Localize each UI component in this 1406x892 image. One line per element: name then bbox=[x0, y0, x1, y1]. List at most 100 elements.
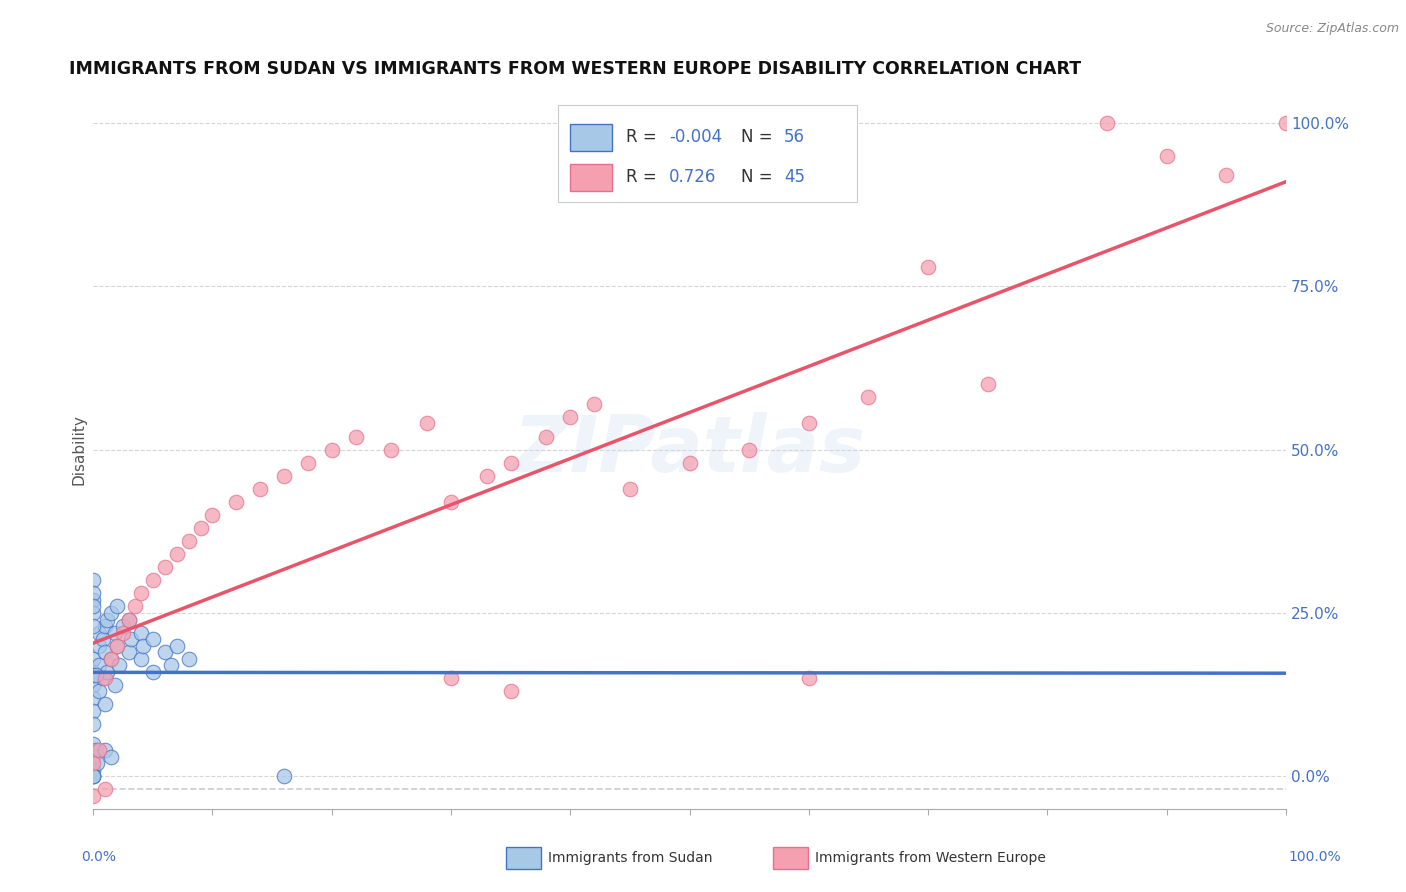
Point bbox=[82, 599, 104, 614]
Point bbox=[82, 619, 104, 633]
Text: R =: R = bbox=[626, 128, 657, 146]
Point bbox=[82, 574, 104, 588]
Point bbox=[94, 782, 117, 797]
Point bbox=[82, 763, 104, 777]
Point bbox=[344, 429, 367, 443]
Point bbox=[297, 456, 319, 470]
Point bbox=[82, 593, 104, 607]
Point bbox=[94, 698, 117, 712]
Point bbox=[82, 586, 104, 600]
Point bbox=[105, 599, 128, 614]
Point bbox=[94, 743, 117, 757]
Point bbox=[82, 606, 104, 620]
Point bbox=[583, 397, 606, 411]
Point bbox=[153, 560, 176, 574]
Text: Source: ZipAtlas.com: Source: ZipAtlas.com bbox=[1265, 22, 1399, 36]
Point bbox=[82, 678, 104, 692]
Point bbox=[797, 417, 820, 431]
Point bbox=[475, 468, 498, 483]
Point bbox=[225, 495, 247, 509]
Point bbox=[82, 665, 104, 679]
Point bbox=[797, 671, 820, 685]
Point bbox=[738, 442, 761, 457]
Point bbox=[678, 456, 700, 470]
Point bbox=[89, 684, 111, 698]
Point bbox=[82, 690, 104, 705]
Point bbox=[82, 789, 104, 803]
Point bbox=[94, 645, 117, 659]
Point bbox=[91, 671, 114, 685]
Bar bbox=[506, 847, 541, 869]
Point bbox=[100, 651, 122, 665]
Point bbox=[82, 668, 104, 682]
Point bbox=[82, 769, 104, 783]
Bar bbox=[773, 847, 808, 869]
Point bbox=[129, 586, 152, 600]
Text: N =: N = bbox=[741, 168, 772, 186]
Point bbox=[100, 651, 122, 665]
Point bbox=[132, 639, 155, 653]
Point bbox=[82, 756, 104, 771]
Point bbox=[153, 645, 176, 659]
Point bbox=[104, 678, 127, 692]
Point bbox=[104, 625, 127, 640]
Point bbox=[858, 390, 880, 404]
Point bbox=[118, 613, 141, 627]
Point bbox=[536, 429, 558, 443]
Point bbox=[142, 665, 165, 679]
Text: 0.726: 0.726 bbox=[669, 168, 717, 186]
FancyBboxPatch shape bbox=[558, 104, 856, 202]
Text: N =: N = bbox=[741, 128, 772, 146]
Point bbox=[129, 625, 152, 640]
Point bbox=[111, 625, 134, 640]
Point bbox=[82, 737, 104, 751]
Point bbox=[94, 671, 117, 685]
Point bbox=[440, 495, 463, 509]
Text: 0.0%: 0.0% bbox=[82, 850, 115, 863]
Point bbox=[84, 743, 107, 757]
Point bbox=[82, 717, 104, 731]
Point bbox=[190, 521, 212, 535]
Point bbox=[177, 534, 200, 549]
Point bbox=[380, 442, 402, 457]
Point bbox=[177, 651, 200, 665]
Text: IMMIGRANTS FROM SUDAN VS IMMIGRANTS FROM WESTERN EUROPE DISABILITY CORRELATION C: IMMIGRANTS FROM SUDAN VS IMMIGRANTS FROM… bbox=[69, 60, 1081, 78]
Point bbox=[499, 456, 522, 470]
Point bbox=[89, 625, 111, 640]
Text: 56: 56 bbox=[783, 128, 804, 146]
Point bbox=[124, 599, 146, 614]
Y-axis label: Disability: Disability bbox=[72, 414, 86, 485]
Point bbox=[82, 749, 104, 764]
Text: 45: 45 bbox=[783, 168, 804, 186]
Point bbox=[82, 769, 104, 783]
Point bbox=[1156, 148, 1178, 162]
Point bbox=[560, 409, 582, 424]
Point bbox=[96, 613, 118, 627]
Point bbox=[249, 482, 271, 496]
Point bbox=[105, 639, 128, 653]
Point bbox=[82, 704, 104, 718]
Point bbox=[1275, 116, 1298, 130]
Point bbox=[89, 639, 111, 653]
Point bbox=[89, 743, 111, 757]
Point bbox=[82, 651, 104, 665]
Text: Immigrants from Sudan: Immigrants from Sudan bbox=[548, 851, 713, 865]
Point bbox=[100, 749, 122, 764]
Point bbox=[91, 632, 114, 647]
Point bbox=[416, 417, 439, 431]
Point bbox=[142, 632, 165, 647]
Point bbox=[108, 658, 131, 673]
Point bbox=[82, 769, 104, 783]
Point bbox=[94, 619, 117, 633]
Point bbox=[84, 668, 107, 682]
Point bbox=[273, 769, 295, 783]
Point bbox=[86, 756, 108, 771]
Point bbox=[142, 574, 165, 588]
Point bbox=[321, 442, 343, 457]
Text: -0.004: -0.004 bbox=[669, 128, 723, 146]
Text: 100.0%: 100.0% bbox=[1288, 850, 1341, 863]
Point bbox=[201, 508, 224, 522]
Point bbox=[1215, 168, 1237, 182]
Point bbox=[440, 671, 463, 685]
Point bbox=[96, 665, 118, 679]
